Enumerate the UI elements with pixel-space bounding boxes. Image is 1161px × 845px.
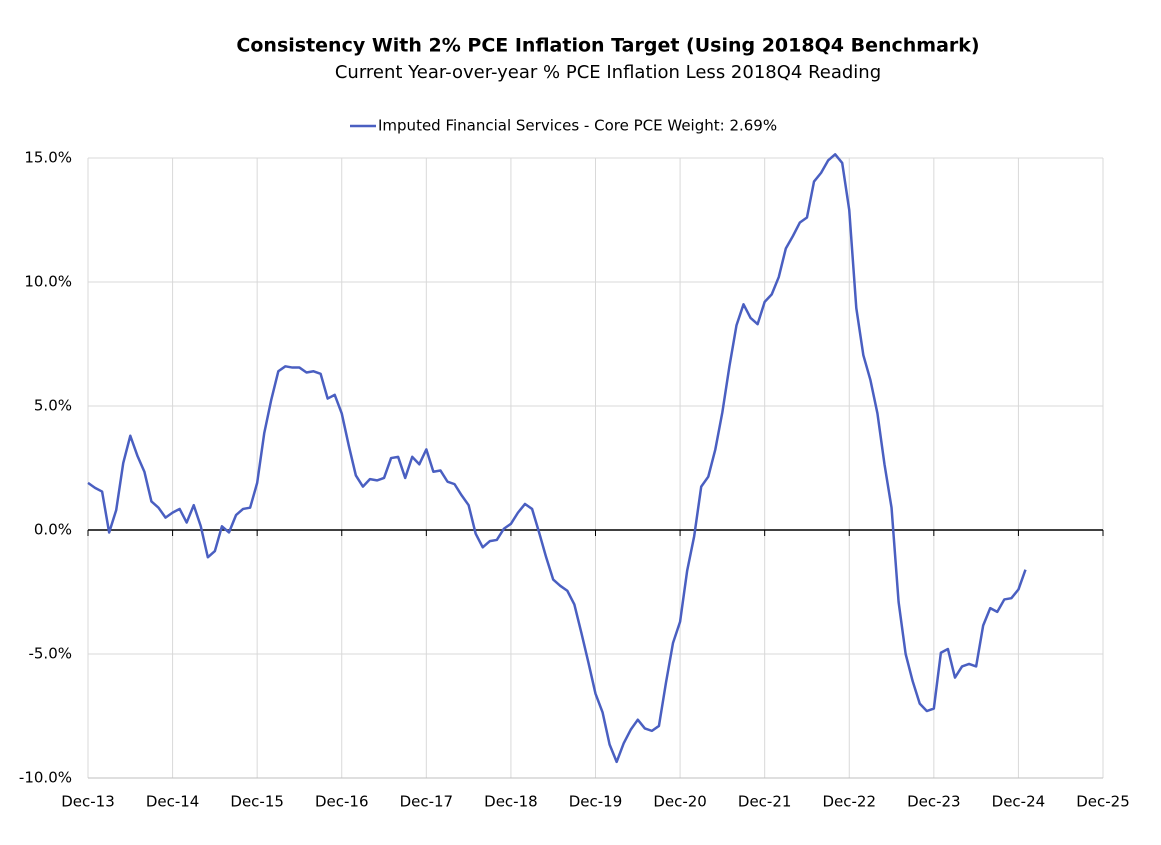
x-tick-label: Dec-15 [230,793,284,811]
y-tick-label: -10.0% [19,769,72,787]
y-tick-label: 10.0% [24,273,72,291]
y-tick-label: 0.0% [34,521,72,539]
x-tick-label: Dec-18 [484,793,538,811]
x-tick-label: Dec-19 [569,793,623,811]
legend-label: Imputed Financial Services - Core PCE We… [378,117,777,135]
y-tick-label: -5.0% [28,645,72,663]
x-tick-label: Dec-16 [315,793,369,811]
x-tick-label: Dec-23 [907,793,961,811]
x-tick-label: Dec-13 [61,793,115,811]
x-tick-label: Dec-22 [822,793,876,811]
x-tick-label: Dec-25 [1076,793,1130,811]
y-tick-label: 15.0% [24,149,72,167]
x-tick-label: Dec-17 [400,793,454,811]
x-tick-label: Dec-24 [992,793,1046,811]
data-line [87,153,1027,764]
y-tick-label: 5.0% [34,397,72,415]
x-tick-label: Dec-14 [146,793,200,811]
chart-title: Consistency With 2% PCE Inflation Target… [236,35,979,57]
x-tick-label: Dec-21 [738,793,792,811]
x-tick-label: Dec-20 [653,793,707,811]
chart-subtitle: Current Year-over-year % PCE Inflation L… [335,62,881,83]
